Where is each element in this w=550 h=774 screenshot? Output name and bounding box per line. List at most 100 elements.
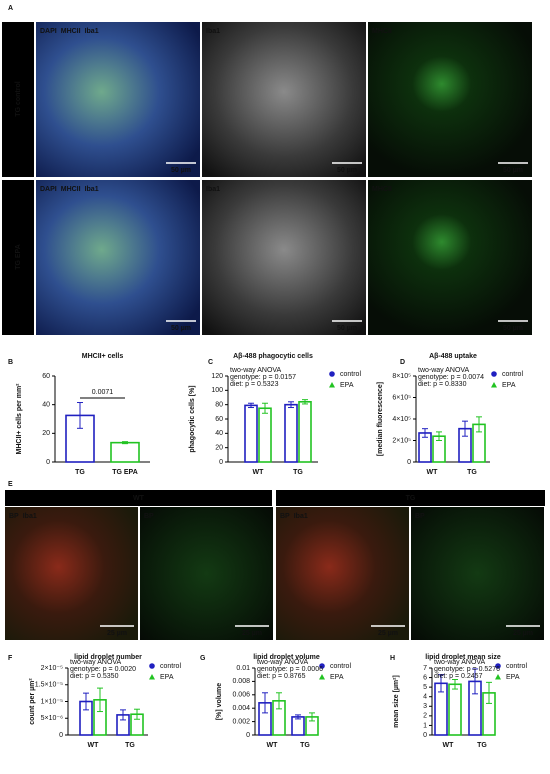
- y-tick-label: 3: [423, 703, 427, 710]
- bar: [258, 407, 272, 463]
- y-tick-label: 20: [42, 430, 50, 437]
- channel-label: MHCII: [61, 28, 81, 35]
- x-tick-label: TG: [125, 742, 135, 749]
- error-bar: [77, 402, 83, 429]
- channel-label: BP: [144, 513, 154, 520]
- scale-bar-label: 50 µm: [171, 325, 191, 332]
- chart-title: lipid droplet volume: [253, 654, 320, 661]
- x-tick-label: WT: [253, 469, 265, 476]
- channel-label: BP: [415, 513, 425, 520]
- error-bar: [486, 681, 492, 704]
- scale-bar-label: 50 µm: [337, 325, 357, 332]
- legend-marker: [319, 674, 325, 680]
- scale-bar-label: 25 µm: [107, 630, 127, 637]
- error-bar: [472, 668, 478, 695]
- y-tick-label: 2: [423, 713, 427, 720]
- y-tick-label: 80: [215, 402, 223, 409]
- legend-label: EPA: [330, 674, 344, 681]
- error-bar: [262, 692, 268, 714]
- channel-label: Iba1: [85, 186, 99, 193]
- y-tick-label: 5: [423, 684, 427, 691]
- error-bar: [276, 692, 282, 710]
- scale-bar-label: 25 µm: [513, 630, 533, 637]
- channel-label: DAPI: [40, 28, 57, 35]
- y-tick-label: 60: [215, 416, 223, 423]
- stats-annotation: two-way ANOVA: [70, 659, 122, 666]
- row-label-strip: [2, 22, 34, 177]
- legend-marker: [149, 663, 155, 669]
- legend-marker: [491, 382, 497, 388]
- channel-label: Iba1: [206, 186, 220, 193]
- stats-annotation: diet: p = 0.5323: [230, 381, 279, 388]
- error-bar: [295, 714, 301, 720]
- error-bar: [97, 687, 103, 713]
- legend-marker: [491, 371, 497, 377]
- y-tick-label: 2×10⁻⁵: [41, 665, 63, 672]
- chart-title: MHCII+ cells: [82, 353, 124, 360]
- panel-label: E: [8, 481, 13, 488]
- y-tick-label: 120: [211, 373, 223, 380]
- header-bar: [5, 490, 272, 506]
- error-bar: [288, 401, 294, 409]
- significance-label: 0.0071: [92, 389, 114, 396]
- header-label: WT: [133, 495, 145, 502]
- legend-label: control: [160, 663, 181, 670]
- panel-label: G: [200, 655, 206, 662]
- error-bar: [262, 402, 268, 414]
- error-bar: [476, 416, 482, 433]
- y-tick-label: 0: [407, 459, 411, 466]
- stats-annotation: diet: p = 0.8330: [418, 381, 467, 388]
- legend-label: control: [340, 371, 361, 378]
- error-bar: [134, 708, 140, 720]
- stats-annotation: two-way ANOVA: [257, 659, 309, 666]
- stats-annotation: two-way ANOVA: [418, 367, 470, 374]
- scale-bar-label: 25 µm: [242, 630, 262, 637]
- stats-annotation: genotype: p = 0.0020: [70, 666, 136, 673]
- micrograph: [36, 180, 200, 335]
- row-label-strip: [2, 180, 34, 335]
- error-bar: [422, 428, 428, 438]
- stats-annotation: diet: p = 0.2457: [434, 673, 483, 680]
- error-bar: [438, 674, 444, 693]
- legend-label: control: [502, 371, 523, 378]
- chart-title: Aβ-488 phagocytic cells: [233, 353, 313, 360]
- y-tick-label: 0.004: [232, 705, 250, 712]
- stats-annotation: diet: p = 0.5350: [70, 673, 119, 680]
- legend-label: EPA: [160, 674, 174, 681]
- error-bar: [302, 399, 308, 405]
- panel-label: D: [400, 359, 405, 366]
- error-bar: [120, 709, 126, 721]
- header-label: TG: [406, 495, 416, 502]
- row-label: TG EPA: [15, 244, 22, 270]
- y-tick-label: 0: [59, 732, 63, 739]
- legend-marker: [319, 663, 325, 669]
- stats-annotation: two-way ANOVA: [434, 659, 486, 666]
- error-bar: [309, 712, 315, 722]
- channel-label: MHCII: [372, 186, 392, 193]
- error-bar: [248, 402, 254, 409]
- y-tick-label: 0: [219, 459, 223, 466]
- x-tick-label: TG: [300, 742, 310, 749]
- y-tick-label: 1.5×10⁻⁵: [35, 682, 63, 689]
- chart-title: Aβ-488 uptake: [429, 353, 477, 360]
- y-tick-label: 1: [423, 722, 427, 729]
- y-tick-label: 100: [211, 387, 223, 394]
- error-bar: [462, 420, 468, 437]
- micrograph: [140, 507, 273, 640]
- stats-annotation: genotype: p = 0.0074: [418, 374, 484, 381]
- scale-bar-label: 50 µm: [503, 325, 523, 332]
- micrograph: [202, 22, 366, 177]
- y-tick-label: 0: [46, 459, 50, 466]
- scale-bar-label: 50 µm: [171, 167, 191, 174]
- error-bar: [452, 678, 458, 690]
- y-axis-label: [%] volume: [216, 683, 223, 720]
- y-tick-label: 6: [423, 674, 427, 681]
- channel-label: Iba1: [294, 513, 308, 520]
- micrograph: [5, 507, 138, 640]
- stats-annotation: diet: p = 0.8765: [257, 673, 306, 680]
- bar: [291, 716, 305, 736]
- y-axis-label: [median fluorescence]: [377, 382, 384, 456]
- micrograph: [202, 180, 366, 335]
- panel-label: A: [8, 5, 13, 12]
- y-tick-label: 4: [423, 694, 427, 701]
